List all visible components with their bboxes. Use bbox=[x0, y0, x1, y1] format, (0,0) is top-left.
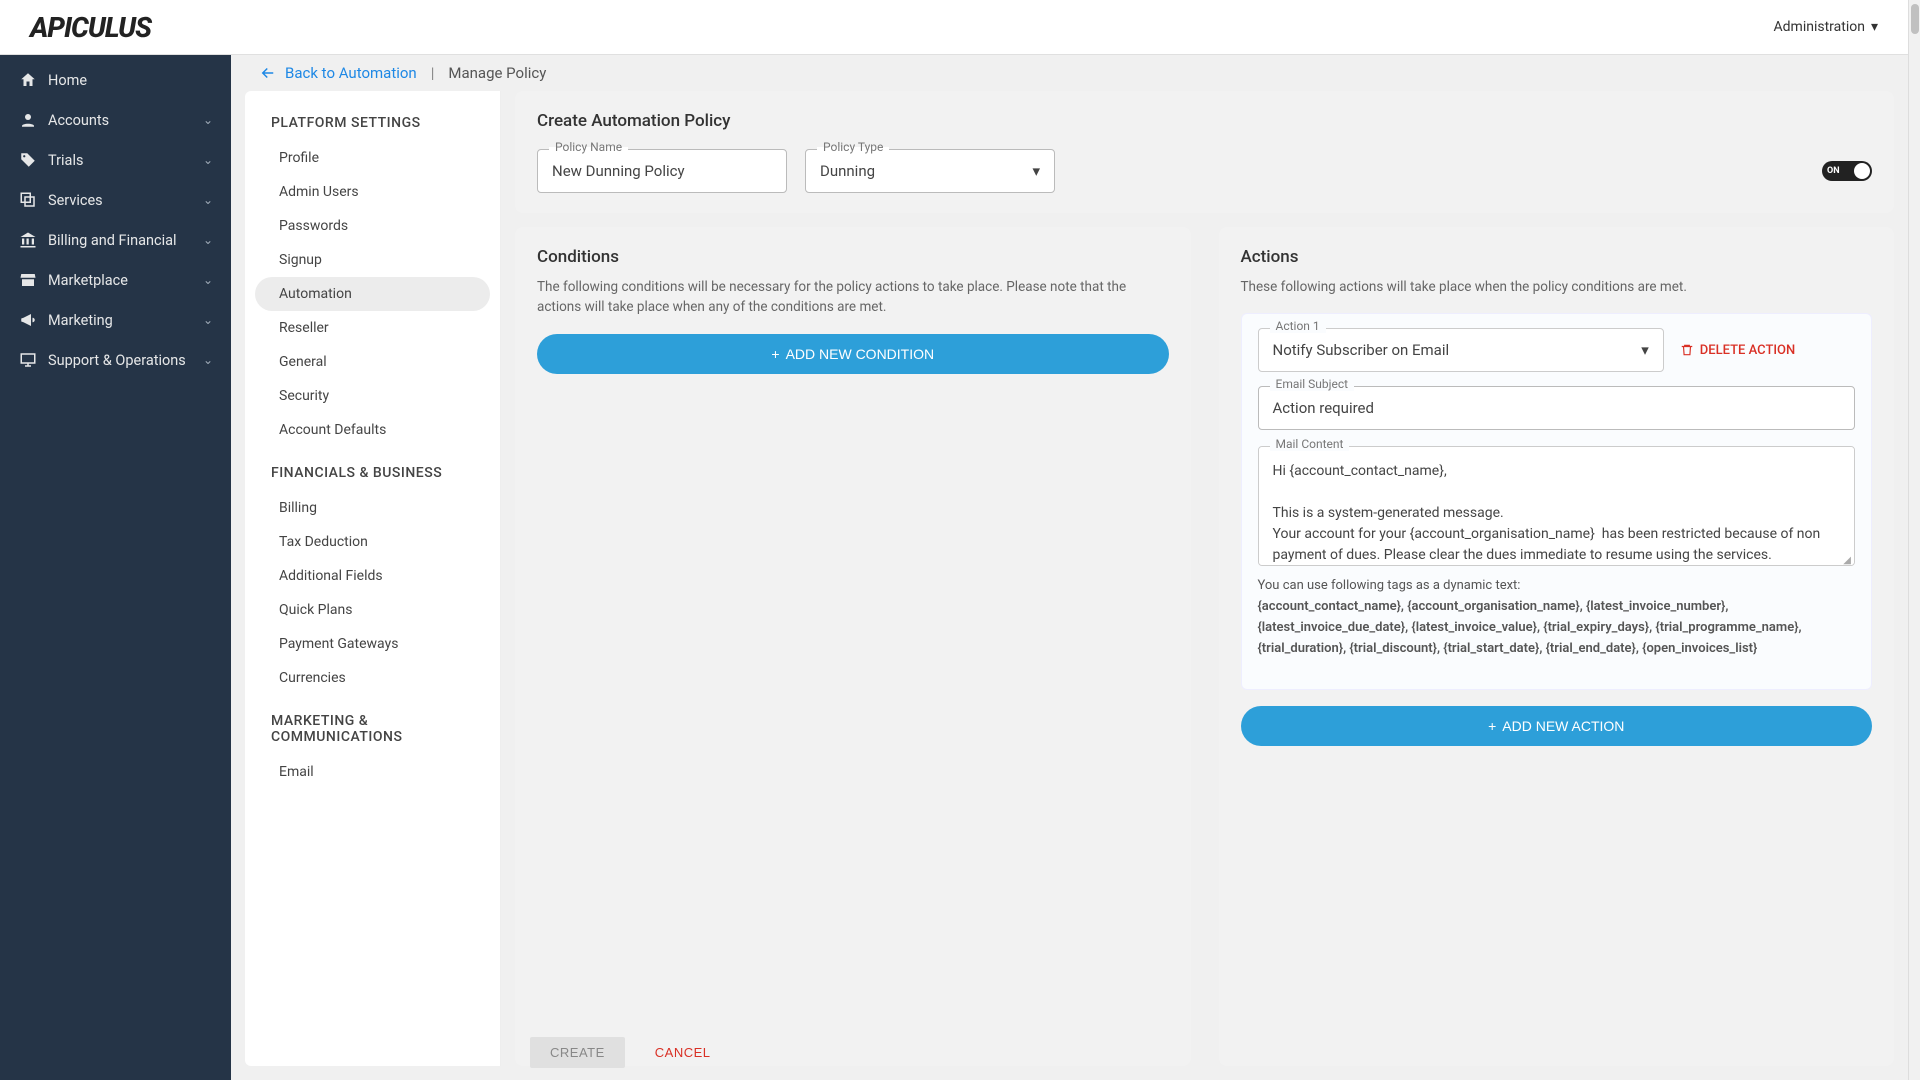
action1-label: Action 1 bbox=[1270, 319, 1326, 333]
settings-group-header: FINANCIALS & BUSINESS bbox=[255, 461, 490, 491]
brand-logo: APICULUS bbox=[30, 11, 151, 44]
sidebar-item-label: Billing and Financial bbox=[48, 232, 177, 249]
policy-card: Create Automation Policy Policy Name New… bbox=[515, 91, 1894, 213]
settings-link-tax-deduction[interactable]: Tax Deduction bbox=[255, 525, 490, 559]
chevron-down-icon: ⌄ bbox=[203, 233, 213, 247]
conditions-desc: The following conditions will be necessa… bbox=[537, 277, 1169, 318]
policy-card-title: Create Automation Policy bbox=[537, 111, 1872, 131]
sidebar-item-services[interactable]: Services ⌄ bbox=[0, 180, 231, 220]
sidebar-item-trials[interactable]: Trials ⌄ bbox=[0, 140, 231, 180]
sidebar-item-label: Marketing bbox=[48, 312, 113, 329]
plus-icon: + bbox=[1488, 718, 1496, 734]
sidebar-item-label: Trials bbox=[48, 152, 83, 169]
settings-link-profile[interactable]: Profile bbox=[255, 141, 490, 175]
mail-content-textarea[interactable] bbox=[1258, 446, 1856, 566]
account-icon bbox=[18, 111, 38, 129]
sidebar-item-marketplace[interactable]: Marketplace ⌄ bbox=[0, 260, 231, 300]
cancel-button[interactable]: CANCEL bbox=[655, 1045, 711, 1060]
monitor-icon bbox=[18, 351, 38, 369]
settings-group-header: PLATFORM SETTINGS bbox=[255, 111, 490, 141]
sidebar-item-label: Services bbox=[48, 192, 103, 209]
settings-link-admin-users[interactable]: Admin Users bbox=[255, 175, 490, 209]
main-area: Back to Automation | Manage Policy PLATF… bbox=[231, 0, 1908, 1080]
settings-link-email[interactable]: Email bbox=[255, 755, 490, 789]
administration-dropdown[interactable]: Administration ▾ bbox=[1774, 19, 1878, 35]
sidebar-item-label: Accounts bbox=[48, 112, 109, 129]
sidebar-item-label: Support & Operations bbox=[48, 352, 186, 369]
email-subject-label: Email Subject bbox=[1270, 377, 1355, 391]
chevron-down-icon: ⌄ bbox=[203, 193, 213, 207]
breadcrumb-current: Manage Policy bbox=[448, 64, 546, 82]
policy-type-select[interactable]: Dunning ▾ bbox=[805, 149, 1055, 193]
chevron-down-icon: ⌄ bbox=[203, 313, 213, 327]
conditions-card: Conditions The following conditions will… bbox=[515, 227, 1191, 1066]
bank-icon bbox=[18, 231, 38, 249]
settings-link-currencies[interactable]: Currencies bbox=[255, 661, 490, 695]
policy-toggle[interactable]: ON bbox=[1822, 161, 1872, 181]
sidebar-item-home[interactable]: Home bbox=[0, 60, 231, 100]
bottom-actions: CREATE CANCEL bbox=[530, 1037, 711, 1068]
add-condition-button[interactable]: + ADD NEW CONDITION bbox=[537, 334, 1169, 374]
sidebar-item-label: Marketplace bbox=[48, 272, 128, 289]
back-link[interactable]: Back to Automation bbox=[259, 64, 417, 82]
action-block-1: Action 1 Notify Subscriber on Email ▾ bbox=[1241, 313, 1873, 690]
sidebar-item-billing-and-financial[interactable]: Billing and Financial ⌄ bbox=[0, 220, 231, 260]
settings-group-header: MARKETING & COMMUNICATIONS bbox=[255, 709, 490, 755]
settings-link-security[interactable]: Security bbox=[255, 379, 490, 413]
mail-content-label: Mail Content bbox=[1270, 437, 1350, 451]
settings-link-signup[interactable]: Signup bbox=[255, 243, 490, 277]
arrow-left-icon bbox=[259, 64, 277, 82]
tag-icon bbox=[18, 151, 38, 169]
trash-icon bbox=[1680, 343, 1694, 357]
layers-icon bbox=[18, 191, 38, 209]
policy-type-label: Policy Type bbox=[817, 140, 889, 154]
chevron-down-icon: ⌄ bbox=[203, 113, 213, 127]
chevron-down-icon: ▾ bbox=[1032, 162, 1040, 180]
breadcrumb-separator: | bbox=[431, 64, 435, 82]
resize-handle-icon[interactable]: ◢ bbox=[1843, 555, 1851, 566]
chevron-down-icon: ▾ bbox=[1871, 19, 1878, 35]
settings-link-payment-gateways[interactable]: Payment Gateways bbox=[255, 627, 490, 661]
actions-desc: These following actions will take place … bbox=[1241, 277, 1873, 297]
delete-action-button[interactable]: DELETE ACTION bbox=[1680, 343, 1795, 358]
settings-link-automation[interactable]: Automation bbox=[255, 277, 490, 311]
helper-text: You can use following tags as a dynamic … bbox=[1258, 576, 1856, 659]
settings-link-account-defaults[interactable]: Account Defaults bbox=[255, 413, 490, 447]
chevron-down-icon: ⌄ bbox=[203, 153, 213, 167]
store-icon bbox=[18, 271, 38, 289]
chevron-down-icon: ⌄ bbox=[203, 353, 213, 367]
action1-select[interactable]: Notify Subscriber on Email ▾ bbox=[1258, 328, 1664, 372]
chevron-down-icon: ▾ bbox=[1641, 341, 1649, 359]
settings-link-passwords[interactable]: Passwords bbox=[255, 209, 490, 243]
email-subject-input[interactable]: Action required bbox=[1258, 386, 1856, 430]
chevron-down-icon: ⌄ bbox=[203, 273, 213, 287]
sidebar-item-label: Home bbox=[48, 72, 87, 89]
sidebar: HomeAccounts⌄Trials⌄Services⌄Billing and… bbox=[0, 0, 231, 1080]
conditions-title: Conditions bbox=[537, 247, 1169, 267]
top-bar: APICULUS Administration ▾ bbox=[0, 0, 1908, 55]
settings-link-billing[interactable]: Billing bbox=[255, 491, 490, 525]
actions-title: Actions bbox=[1241, 247, 1873, 267]
policy-name-input[interactable]: New Dunning Policy bbox=[537, 149, 787, 193]
breadcrumb: Back to Automation | Manage Policy bbox=[231, 55, 1908, 91]
sidebar-item-marketing[interactable]: Marketing ⌄ bbox=[0, 300, 231, 340]
sidebar-item-accounts[interactable]: Accounts ⌄ bbox=[0, 100, 231, 140]
plus-icon: + bbox=[771, 346, 779, 362]
policy-name-label: Policy Name bbox=[549, 140, 628, 154]
home-icon bbox=[18, 71, 38, 89]
settings-link-reseller[interactable]: Reseller bbox=[255, 311, 490, 345]
add-action-button[interactable]: + ADD NEW ACTION bbox=[1241, 706, 1873, 746]
form-area: Create Automation Policy Policy Name New… bbox=[515, 91, 1894, 1066]
settings-link-quick-plans[interactable]: Quick Plans bbox=[255, 593, 490, 627]
megaphone-icon bbox=[18, 311, 38, 329]
settings-panel: PLATFORM SETTINGSProfileAdmin UsersPassw… bbox=[245, 91, 501, 1066]
create-button[interactable]: CREATE bbox=[530, 1037, 625, 1068]
actions-card: Actions These following actions will tak… bbox=[1219, 227, 1895, 1066]
settings-link-general[interactable]: General bbox=[255, 345, 490, 379]
main-scrollbar[interactable] bbox=[1908, 0, 1920, 1080]
settings-link-additional-fields[interactable]: Additional Fields bbox=[255, 559, 490, 593]
sidebar-item-support-operations[interactable]: Support & Operations ⌄ bbox=[0, 340, 231, 380]
